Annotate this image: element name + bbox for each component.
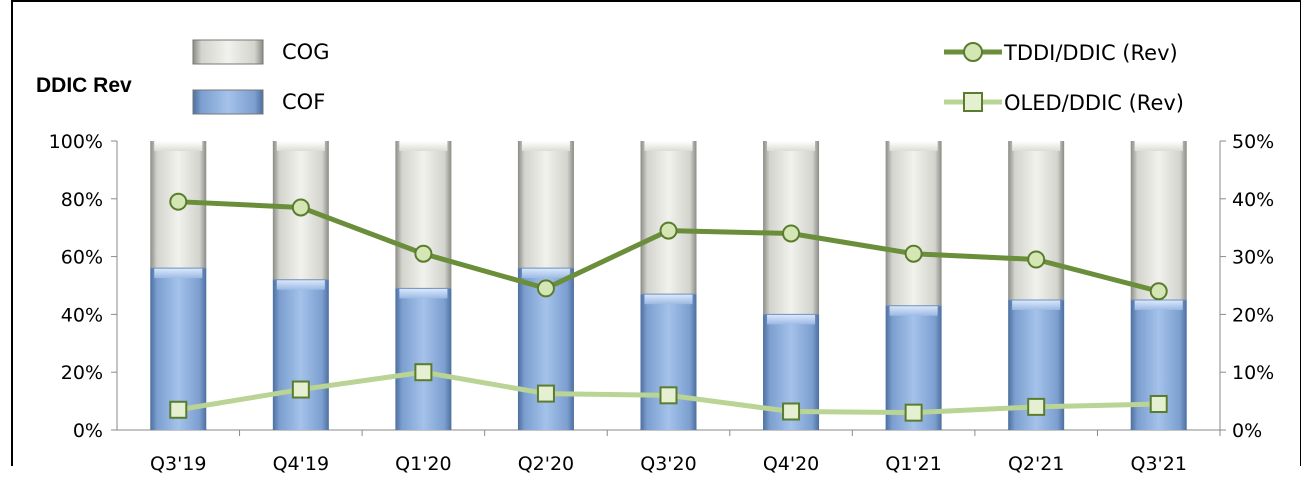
oled-point [169,400,188,419]
bar-cof-cap [154,268,203,279]
oled-point [782,402,801,421]
y-axis-title: DDIC Rev [36,74,132,97]
bar-cog-cap [521,141,570,151]
oled-point [414,363,433,382]
bar-cof [272,279,329,430]
right-tick-label: 0% [1232,420,1262,442]
x-tick-label: Q2'21 [1008,453,1064,475]
legend-oled-label: OLED/DDIC (Rev) [1004,91,1184,115]
bar-cog-cap [276,141,325,151]
tddi-point [659,221,678,240]
bar-cog [517,141,574,269]
bar-cog-cap [1134,141,1183,151]
bar-cof [640,294,697,430]
legend-tddi-label: TDDI/DDIC (Rev) [1003,41,1178,65]
tddi-point [169,192,188,211]
left-tick-label: 0% [73,420,103,442]
lines [169,192,1168,422]
left-tick-label: 40% [61,304,103,326]
legend-oled-marker [963,92,983,112]
oled-point [1149,394,1168,413]
bar-cog-cap [154,141,203,151]
bar-cof-cap [521,268,570,279]
right-tick-label: 50% [1232,131,1274,153]
legend-tddi-marker [963,42,983,62]
bar-cog-cap [767,141,816,151]
x-tick-label: Q3'19 [150,453,206,475]
bar-cof-cap [399,288,448,299]
legend: COG COF TDDI/DDIC (Rev) OLED/DDIC (Rev) [192,39,1184,115]
bar-cog [1008,141,1065,300]
oled-point [1027,397,1046,416]
x-tick-label: Q1'20 [395,453,451,475]
bar-cof [395,288,452,430]
bar-cof-cap [889,305,938,316]
left-tick-label: 20% [61,362,103,384]
bar-cog-cap [399,141,448,151]
bar-cog [640,141,697,295]
oled-point [904,403,923,422]
legend-cog-swatch [192,39,264,65]
oled-point [659,386,678,405]
tddi-point [1027,250,1046,269]
legend-cof-swatch [192,89,264,115]
tddi-point [536,279,555,298]
axes: 0% 20% 40% 60% 80% 100% 0% 10% 20% 30% 40% 50% Q3'19… [49,131,1275,475]
bar-cog-cap [1012,141,1061,151]
tddi-point [904,244,923,263]
bar-cog-cap [644,141,693,151]
tddi-point [782,224,801,243]
oled-point [291,380,310,399]
left-tick-label: 60% [61,247,103,269]
x-tick-label: Q4'19 [273,453,329,475]
bar-cof-cap [1134,299,1183,310]
tddi-point [414,244,433,263]
tddi-point [291,198,310,217]
right-tick-label: 20% [1232,304,1274,326]
chart-frame [11,0,1301,466]
x-tick-label: Q3'20 [640,453,696,475]
oled-point [536,384,555,403]
bar-cog [395,141,452,289]
left-tick-label: 100% [49,131,103,153]
x-tick-label: Q4'20 [763,453,819,475]
x-tick-label: Q3'21 [1130,453,1186,475]
bar-cof-cap [767,314,816,325]
right-tick-label: 30% [1232,247,1274,269]
right-tick-label: 40% [1232,189,1274,211]
x-tick-label: Q1'21 [885,453,941,475]
legend-cog-label: COG [282,40,329,64]
bar-cog [1130,141,1187,300]
right-tick-label: 10% [1232,362,1274,384]
left-tick-label: 80% [61,189,103,211]
bar-cof-cap [644,294,693,305]
bar-cof-cap [276,279,325,290]
legend-cof-label: COF [282,90,325,114]
tddi-point [1149,282,1168,301]
bar-cog-cap [889,141,938,151]
x-tick-label: Q2'20 [518,453,574,475]
bar-cof-cap [1012,299,1061,310]
bar-cog [885,141,942,306]
